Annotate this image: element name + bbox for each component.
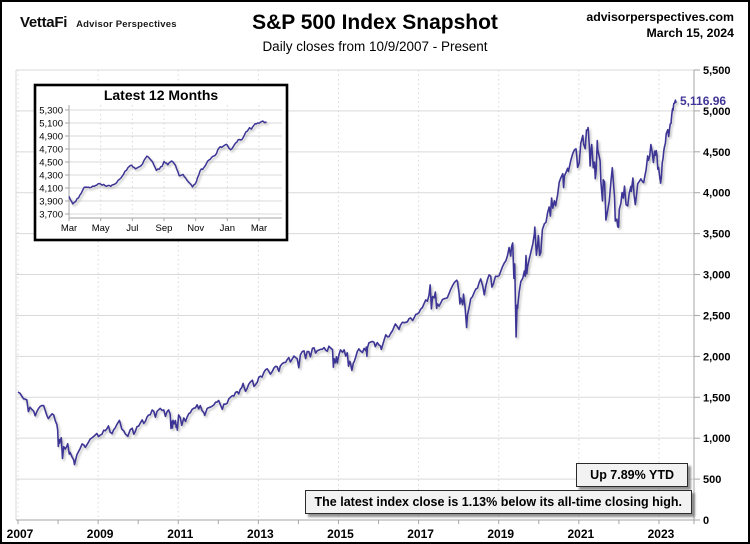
main-y-tick-label: 500 bbox=[703, 474, 721, 486]
inset-y-tick-label: 3,700 bbox=[39, 210, 63, 221]
site-and-date: advisorperspectives.com March 15, 2024 bbox=[586, 9, 734, 41]
inset-x-tick-label: Nov bbox=[187, 223, 204, 234]
main-y-tick-label: 5,000 bbox=[703, 106, 731, 118]
main-x-tick-label: 2017 bbox=[407, 527, 434, 541]
main-y-tick-label: 5,500 bbox=[703, 65, 731, 77]
inset-x-tick-label: Jan bbox=[220, 223, 235, 234]
inset-x-tick-label: Sep bbox=[156, 223, 173, 234]
main-y-tick-label: 2,500 bbox=[703, 310, 731, 322]
inset-chart-title: Latest 12 Months bbox=[103, 87, 219, 103]
page-title: S&P 500 Index Snapshot bbox=[252, 11, 498, 34]
page-subtitle: Daily closes from 10/9/2007 - Present bbox=[262, 39, 488, 54]
inset-y-tick-label: 4,900 bbox=[39, 132, 63, 143]
main-x-tick-label: 2019 bbox=[487, 527, 514, 541]
inset-x-tick-label: Mar bbox=[61, 223, 77, 234]
inset-x-tick-label: May bbox=[92, 223, 110, 234]
main-x-tick-label: 2021 bbox=[567, 527, 594, 541]
inset-y-tick-label: 5,100 bbox=[39, 119, 63, 130]
vettafi-logo: VettaFi Advisor Perspectives bbox=[20, 14, 177, 32]
report-date: March 15, 2024 bbox=[646, 26, 734, 41]
main-x-tick-label: 2013 bbox=[247, 527, 274, 541]
inset-y-tick-label: 5,300 bbox=[39, 106, 63, 117]
sp500-price-line bbox=[17, 99, 677, 466]
inset-y-tick-label: 4,700 bbox=[39, 145, 63, 156]
advisor-perspectives-label: Advisor Perspectives bbox=[76, 19, 177, 30]
main-y-tick-label: 4,000 bbox=[703, 188, 731, 200]
inset-y-tick-label: 3,900 bbox=[39, 197, 63, 208]
below-high-note-box: The latest index close is 1.13% below it… bbox=[304, 490, 692, 514]
main-x-tick-label: 2007 bbox=[7, 527, 34, 541]
main-y-tick-label: 3,000 bbox=[703, 270, 731, 282]
main-y-tick-label: 3,500 bbox=[703, 229, 731, 241]
inset-x-tick-label: Jul bbox=[126, 223, 138, 234]
main-y-tick-label: 2,000 bbox=[703, 351, 731, 363]
main-y-tick-label: 1,000 bbox=[703, 433, 731, 445]
inset-price-line bbox=[68, 120, 267, 205]
main-y-tick-label: 1,500 bbox=[703, 392, 731, 404]
inset-y-tick-label: 4,300 bbox=[39, 171, 63, 182]
main-x-tick-label: 2011 bbox=[167, 527, 193, 541]
vettafi-logo-text: VettaFi bbox=[20, 14, 68, 31]
main-x-tick-label: 2015 bbox=[327, 527, 354, 541]
inset-x-tick-label: Mar bbox=[251, 223, 267, 234]
main-y-tick-label: 4,500 bbox=[703, 147, 731, 159]
inset-y-tick-label: 4,500 bbox=[39, 158, 63, 169]
latest-close-value: 5,116.96 bbox=[680, 94, 727, 108]
ytd-performance-box: Up 7.89% YTD bbox=[576, 463, 688, 487]
main-x-tick-label: 2023 bbox=[648, 527, 675, 541]
site-url: advisorperspectives.com bbox=[586, 10, 734, 24]
main-y-tick-label: 0 bbox=[703, 515, 709, 527]
main-x-tick-label: 2009 bbox=[87, 527, 114, 541]
inset-y-tick-label: 4,100 bbox=[39, 184, 63, 195]
